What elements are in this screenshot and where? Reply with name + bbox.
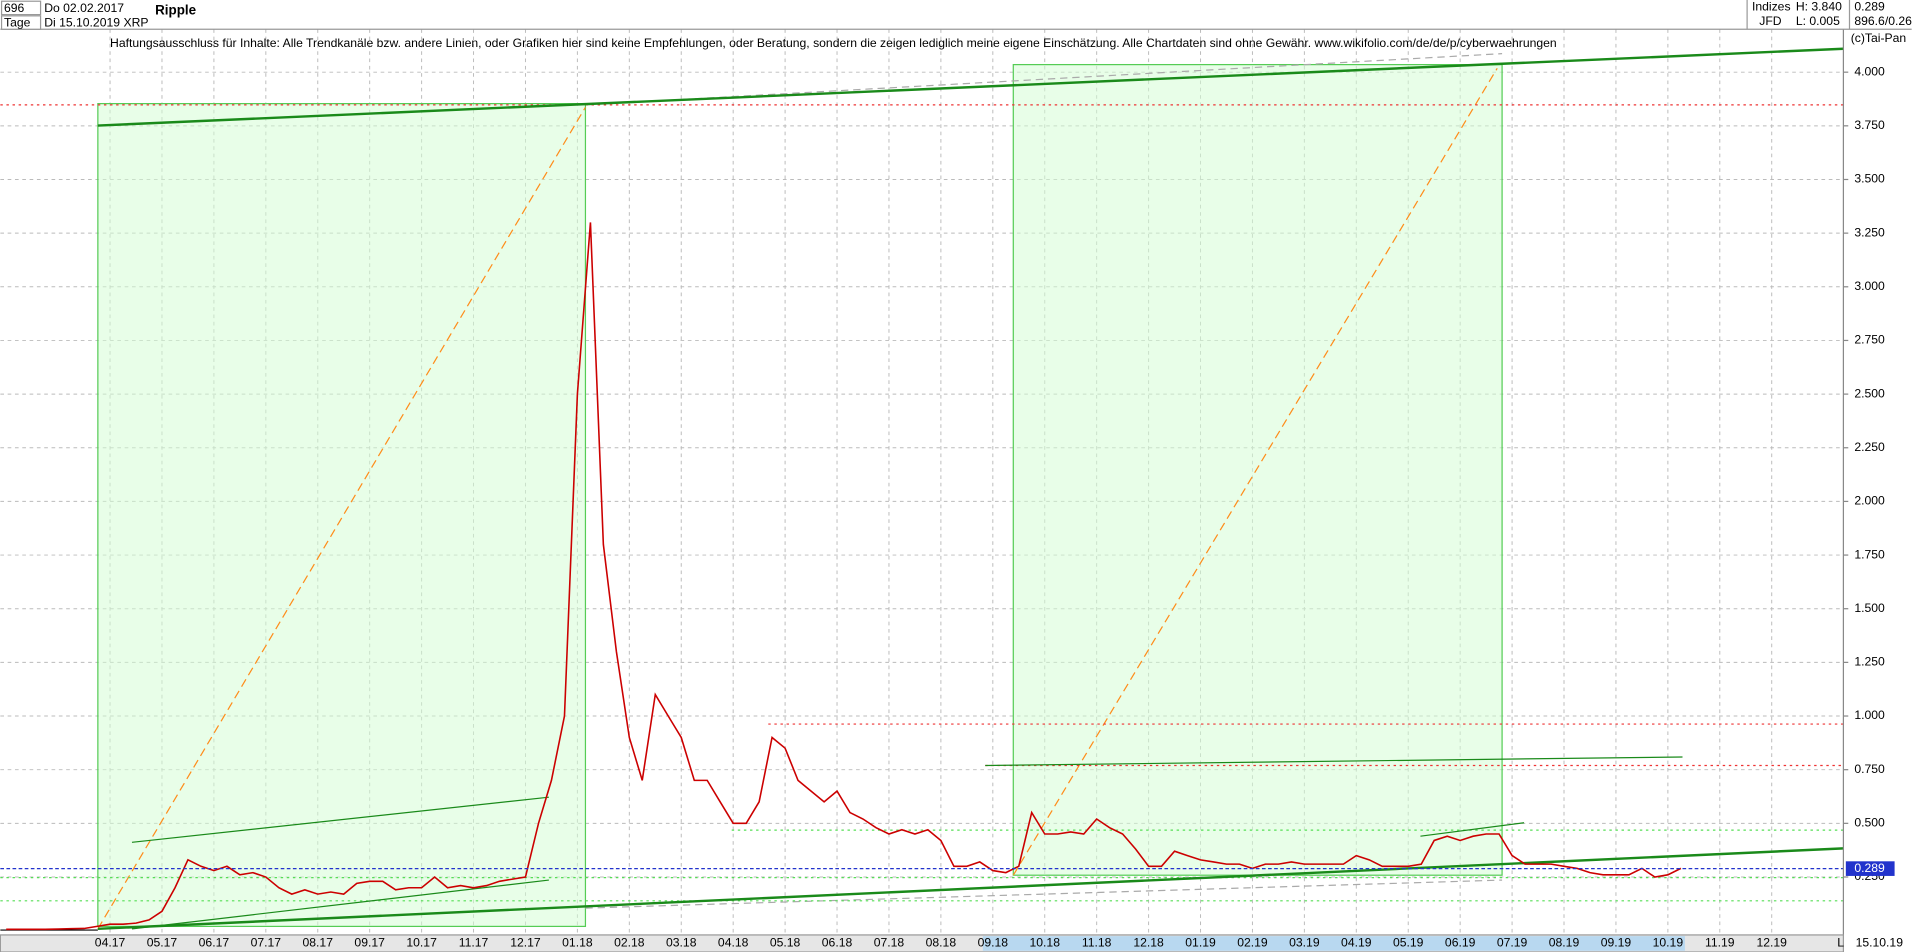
x-tick-label: 09.17	[354, 936, 385, 950]
y-tick-label: 3.500	[1854, 172, 1885, 186]
x-tick-label: 12.17	[510, 936, 541, 950]
y-tick-label: 3.250	[1854, 225, 1885, 239]
trend-line	[131, 879, 549, 930]
x-tick-label: 01.18	[562, 936, 593, 950]
copyright: (c)Tai-Pan	[1851, 31, 1906, 45]
last: 0.289	[1854, 0, 1885, 14]
x-tick-label: 04.18	[718, 936, 749, 950]
group: Indizes	[1752, 0, 1791, 14]
x-tick-label: 09.19	[1601, 936, 1632, 950]
y-tick-label: 1.250	[1854, 655, 1885, 669]
trend-line	[1420, 822, 1525, 837]
x-tick-label: 11.18	[1082, 936, 1112, 950]
y-tick-label: 1.000	[1854, 708, 1885, 722]
dashed-line	[585, 879, 1503, 909]
last-value-label: 0.289	[1854, 861, 1885, 875]
x-tick-label: 04.17	[95, 936, 126, 950]
chart-title: Ripple	[155, 3, 196, 18]
x-tick-label: 02.18	[614, 936, 645, 950]
x-tick-label: 11.19	[1705, 936, 1735, 950]
info: 896.6/0.26	[1854, 14, 1912, 28]
x-tick-label: 06.18	[822, 936, 853, 950]
last-value-badge	[1845, 861, 1895, 876]
x-tick-label: 09.18	[978, 936, 1009, 950]
x-tick-label: 06.17	[199, 936, 230, 950]
y-tick-label: 3.000	[1854, 279, 1885, 293]
x-tick-label: 05.17	[147, 936, 178, 950]
diagonal	[1012, 67, 1498, 876]
x-tick-label: 05.18	[770, 936, 801, 950]
x-tick-label: 03.18	[666, 936, 697, 950]
count: 696	[4, 1, 25, 15]
x-tick-label: 06.19	[1445, 936, 1476, 950]
x-tick-label: 10.19	[1653, 936, 1684, 950]
x-tick-label: 11.17	[459, 936, 489, 950]
x-tick-label: 12.19	[1756, 936, 1787, 950]
x-tick-label: 08.19	[1549, 936, 1580, 950]
disclaimer: Haftungsausschluss für Inhalte: Alle Tre…	[110, 36, 1557, 50]
trend-line	[97, 847, 1844, 931]
symbol: XRP	[123, 15, 148, 29]
x-tick-label: 03.19	[1289, 936, 1320, 950]
annotations	[0, 47, 1844, 931]
y-tick-label: 0.750	[1854, 762, 1885, 776]
diagonal	[97, 106, 586, 930]
y-tick-label: 3.750	[1854, 118, 1885, 132]
low: L: 0.005	[1796, 14, 1840, 28]
dropdown[interactable]	[0, 15, 42, 30]
x-tick-label: 07.17	[251, 936, 282, 950]
start-date: Do 02.02.2017	[44, 1, 124, 15]
high: H: 3.840	[1796, 0, 1842, 14]
source: JFD	[1759, 14, 1782, 28]
price-line	[6, 222, 1682, 931]
footer-date: 15.10.19	[1856, 936, 1904, 950]
y-tick-label: 4.000	[1854, 64, 1885, 78]
x-tick-label: 02.19	[1237, 936, 1268, 950]
box	[1012, 63, 1503, 876]
y-tick-label: 1.500	[1854, 601, 1885, 615]
x-tick-label: 12.18	[1133, 936, 1164, 950]
trend-line	[985, 756, 1683, 767]
box	[97, 103, 587, 928]
dropdown[interactable]	[0, 0, 42, 16]
y-tick-label: 2.000	[1854, 494, 1885, 508]
x-tick-label: 10.17	[406, 936, 437, 950]
x-tick-label: 05.19	[1393, 936, 1424, 950]
end-date: Di 15.10.2019	[44, 15, 120, 29]
x-tick-label: 08.18	[926, 936, 957, 950]
trend-line	[97, 47, 1844, 127]
plot	[0, 222, 1844, 931]
x-tick-label: 07.18	[874, 936, 905, 950]
period: Tage	[4, 15, 31, 29]
y-tick-label: 1.750	[1854, 547, 1885, 561]
x-tick-label: 01.19	[1185, 936, 1216, 950]
x-tick-label: 04.19	[1341, 936, 1372, 950]
trend-line	[131, 796, 549, 843]
x-tick-label: 07.19	[1497, 936, 1528, 950]
x-tick-label: 10.18	[1030, 936, 1061, 950]
y-tick-label: 0.500	[1854, 816, 1885, 830]
footer-mode: L	[1837, 936, 1844, 950]
x-labels: 04.17 05.17 06.17 07.17 08.17 09.17 10.17 11.17…	[95, 936, 1787, 950]
y-tick-label: 2.250	[1854, 440, 1885, 454]
y-tick-label: 2.750	[1854, 333, 1885, 347]
y-tick-label: 2.500	[1854, 386, 1885, 400]
x-tick-label: 08.17	[303, 936, 334, 950]
range-highlight	[982, 936, 1685, 951]
